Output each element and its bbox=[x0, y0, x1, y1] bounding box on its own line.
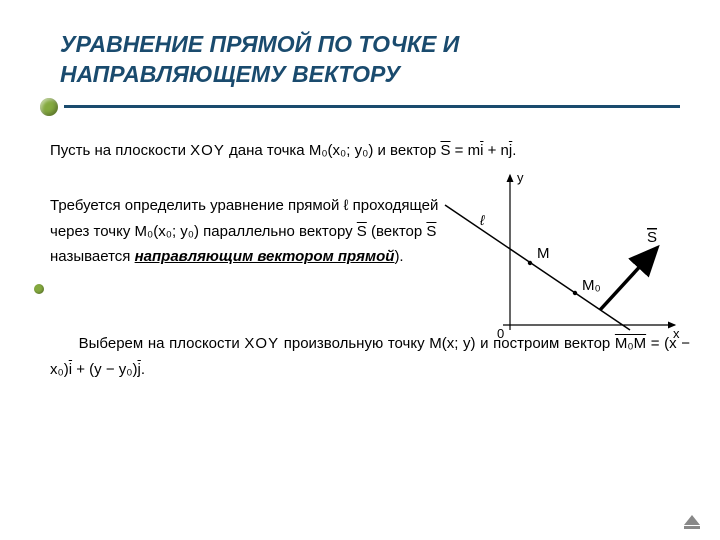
p2-t1: Требуется определить уравнение прямой bbox=[50, 197, 344, 214]
title-block: УРАВНЕНИЕ ПРЯМОЙ ПО ТОЧКЕ И НАПРАВЛЯЮЩЕМ… bbox=[0, 0, 720, 126]
p1-t3: и вектор bbox=[378, 142, 441, 159]
p1-m0: M₀(x₀; y₀) bbox=[309, 142, 374, 159]
p2-ell: ℓ bbox=[344, 197, 349, 214]
p3-plus: + (y − y₀) bbox=[76, 361, 137, 378]
p3-i: i bbox=[69, 361, 72, 378]
p2-m0: M₀(x₀; y₀) bbox=[135, 223, 200, 240]
diagram: y x 0 ℓ M M₀ S bbox=[425, 170, 685, 350]
p1-plus: + n bbox=[488, 142, 509, 159]
p3-xoy: XOY bbox=[244, 335, 279, 352]
p1-s: S bbox=[440, 142, 450, 159]
title-underline bbox=[40, 98, 680, 116]
p3-dot: . bbox=[141, 361, 145, 378]
label-origin: 0 bbox=[497, 326, 504, 341]
label-M: M bbox=[537, 245, 550, 262]
nav-base[interactable] bbox=[684, 526, 700, 529]
label-ell: ℓ bbox=[479, 212, 485, 228]
line-ell bbox=[445, 205, 630, 330]
p1-eq: = m bbox=[455, 142, 480, 159]
title-line bbox=[64, 105, 680, 108]
p1-t1: Пусть на плоскости bbox=[50, 142, 190, 159]
p2-t3: параллельно вектору bbox=[203, 223, 357, 240]
p2-term: направляющим вектором прямой bbox=[135, 248, 395, 265]
point-m bbox=[528, 261, 532, 265]
point-m0 bbox=[573, 291, 577, 295]
p3-t1: Выберем на плоскости bbox=[79, 335, 245, 352]
p2-t5: называется bbox=[50, 248, 135, 265]
p1-dot: . bbox=[512, 142, 516, 159]
slide-title: УРАВНЕНИЕ ПРЯМОЙ ПО ТОЧКЕ И НАПРАВЛЯЮЩЕМ… bbox=[60, 30, 680, 90]
p3-t2: произвольную точку bbox=[284, 335, 430, 352]
label-S: S bbox=[647, 229, 657, 246]
p2-t6: ). bbox=[394, 248, 403, 265]
p2-s1: S bbox=[357, 223, 367, 240]
paragraph-1: Пусть на плоскости XOY дана точка M₀(x₀;… bbox=[50, 138, 690, 164]
nav-arrow-icon[interactable] bbox=[684, 515, 700, 525]
paragraph-2: Требуется определить уравнение прямой ℓ … bbox=[50, 193, 460, 301]
vector-s bbox=[600, 250, 655, 310]
p1-t2: дана точка bbox=[229, 142, 309, 159]
p1-i: i bbox=[480, 142, 483, 159]
label-x: x bbox=[673, 326, 680, 341]
p1-xoy: XOY bbox=[190, 142, 225, 159]
body-bullet bbox=[34, 284, 44, 294]
label-y: y bbox=[517, 170, 524, 185]
p2-t4: (вектор bbox=[371, 223, 426, 240]
label-M0: M₀ bbox=[582, 277, 601, 294]
title-bullet bbox=[40, 98, 58, 116]
